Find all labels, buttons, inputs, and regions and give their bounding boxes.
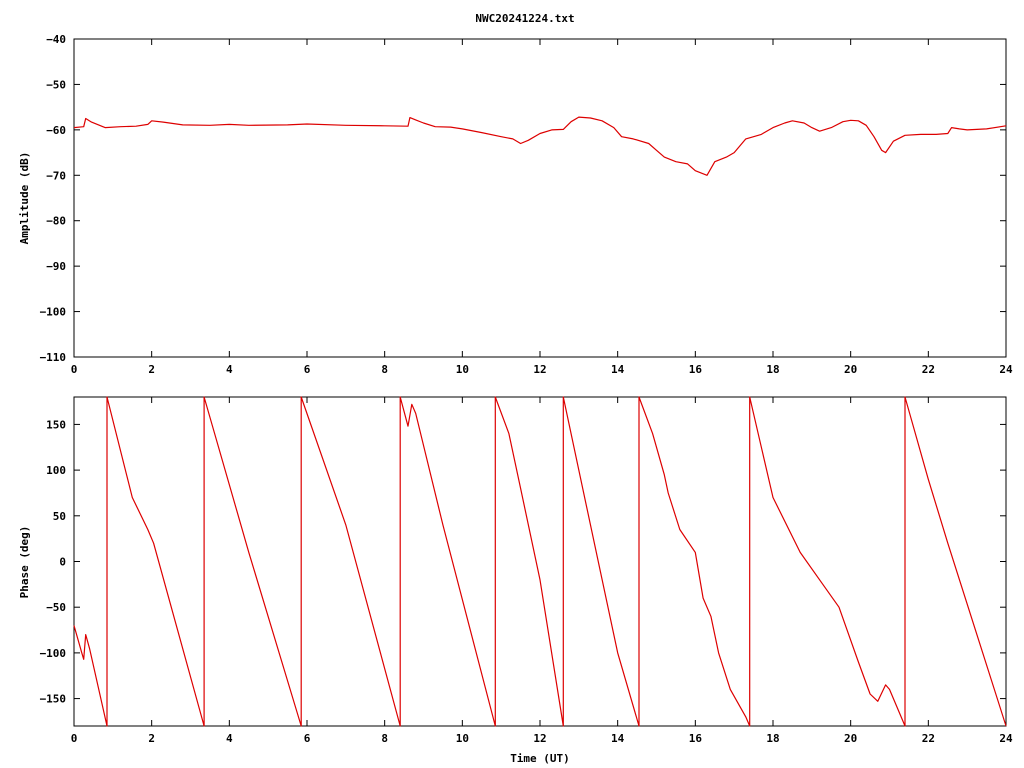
y-tick-label: −50 <box>46 601 66 614</box>
x-tick-label: 2 <box>148 732 155 745</box>
y-tick-label: 0 <box>59 556 66 569</box>
x-tick-label: 8 <box>381 363 388 376</box>
x-tick-label: 12 <box>533 732 546 745</box>
y-tick-label: 150 <box>46 418 66 431</box>
x-tick-label: 2 <box>148 363 155 376</box>
y-tick-label: −150 <box>40 693 67 706</box>
series-line-0 <box>73 396 1007 727</box>
y-tick-label: −100 <box>40 647 67 660</box>
x-tick-label: 14 <box>611 732 625 745</box>
amplitude-plot: 0 2 4 6 8 10 12 14 16 18 20 22 24−40−50−60−70−80−90−… <box>18 33 1013 376</box>
chart-title: NWC20241224.txt <box>475 12 574 25</box>
series-line-0 <box>73 116 1007 176</box>
y-tick-label: −40 <box>46 33 66 46</box>
y-tick-label: −110 <box>40 351 67 364</box>
x-tick-label: 16 <box>689 363 703 376</box>
y-tick-label: 50 <box>53 510 66 523</box>
x-tick-label: 10 <box>456 363 469 376</box>
x-tick-label: 18 <box>766 732 779 745</box>
x-tick-label: 22 <box>922 732 935 745</box>
phase-series <box>73 396 1007 727</box>
x-tick-label: 14 <box>611 363 625 376</box>
amplitude-ticks: 0 2 4 6 8 10 12 14 16 18 20 22 24−40−50−60−70−80−90−… <box>40 33 1013 376</box>
x-tick-label: 20 <box>844 363 857 376</box>
y-tick-label: −60 <box>46 124 66 137</box>
y-tick-label: −80 <box>46 215 66 228</box>
y-tick-label: −100 <box>40 306 67 319</box>
x-tick-label: 4 <box>226 732 233 745</box>
time-xlabel: Time (UT) <box>510 752 570 765</box>
x-tick-label: 20 <box>844 732 857 745</box>
phase-plot-frame <box>73 396 1007 727</box>
y-tick-label: −50 <box>46 78 66 91</box>
x-tick-label: 4 <box>226 363 233 376</box>
phase-ylabel: Phase (deg) <box>18 526 31 599</box>
amplitude-series <box>73 116 1007 176</box>
y-tick-label: 100 <box>46 464 66 477</box>
x-tick-label: 22 <box>922 363 935 376</box>
x-tick-label: 16 <box>689 732 703 745</box>
phase-ticks: 0 2 4 6 8 10 12 14 16 18 20 22 24150100500−50−100−15… <box>40 397 1013 745</box>
x-tick-label: 0 <box>71 732 78 745</box>
x-tick-label: 8 <box>381 732 388 745</box>
x-tick-label: 12 <box>533 363 546 376</box>
amplitude-ylabel: Amplitude (dB) <box>18 152 31 245</box>
x-tick-label: 24 <box>999 732 1013 745</box>
amplitude-plot-frame <box>73 38 1007 358</box>
phase-plot: 0 2 4 6 8 10 12 14 16 18 20 22 24150100500−50−100−15… <box>18 396 1013 765</box>
y-tick-label: −90 <box>46 260 66 273</box>
x-tick-label: 10 <box>456 732 469 745</box>
x-tick-label: 18 <box>766 363 779 376</box>
x-tick-label: 6 <box>304 732 311 745</box>
x-tick-label: 24 <box>999 363 1013 376</box>
y-tick-label: −70 <box>46 169 66 182</box>
x-tick-label: 0 <box>71 363 78 376</box>
x-tick-label: 6 <box>304 363 311 376</box>
